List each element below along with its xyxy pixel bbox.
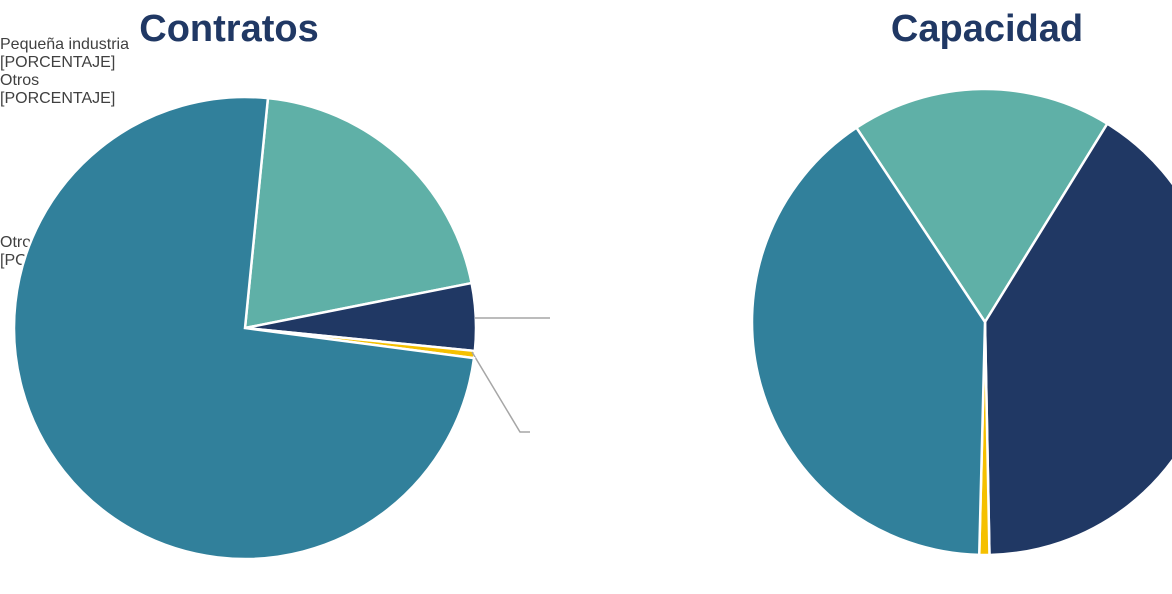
value-label: [PORCENTAJE] xyxy=(0,18,116,35)
pie-slice xyxy=(983,121,1172,557)
data-label: Otros [PORCENTAJE] xyxy=(0,72,135,108)
data-label: Pequeña industria [PORCENTAJE] xyxy=(0,36,135,72)
category-label: Comercial xyxy=(0,0,73,17)
category-label: Otros xyxy=(0,72,40,89)
category-label: Residencial xyxy=(0,108,83,125)
pie-slice xyxy=(12,95,476,561)
value-label: [PORCENTAJE] xyxy=(0,54,116,71)
leader-line xyxy=(471,351,530,433)
chart-title: Capacidad xyxy=(890,8,1084,50)
category-label: Comercial xyxy=(0,144,73,161)
data-label: Comercial [PORCENTAJE] xyxy=(0,0,135,36)
data-label: Residencial [PORCENTAJE] xyxy=(0,108,135,144)
pie-slice xyxy=(854,87,1110,325)
chart-title: Contratos xyxy=(139,8,319,50)
pie-slice xyxy=(750,125,987,557)
value-label: [PORCENTAJE] xyxy=(0,90,116,107)
pie-slice xyxy=(243,96,474,330)
value-label: [PORCENTAJE] xyxy=(0,126,116,143)
category-label: Pequeña industria xyxy=(0,36,129,53)
